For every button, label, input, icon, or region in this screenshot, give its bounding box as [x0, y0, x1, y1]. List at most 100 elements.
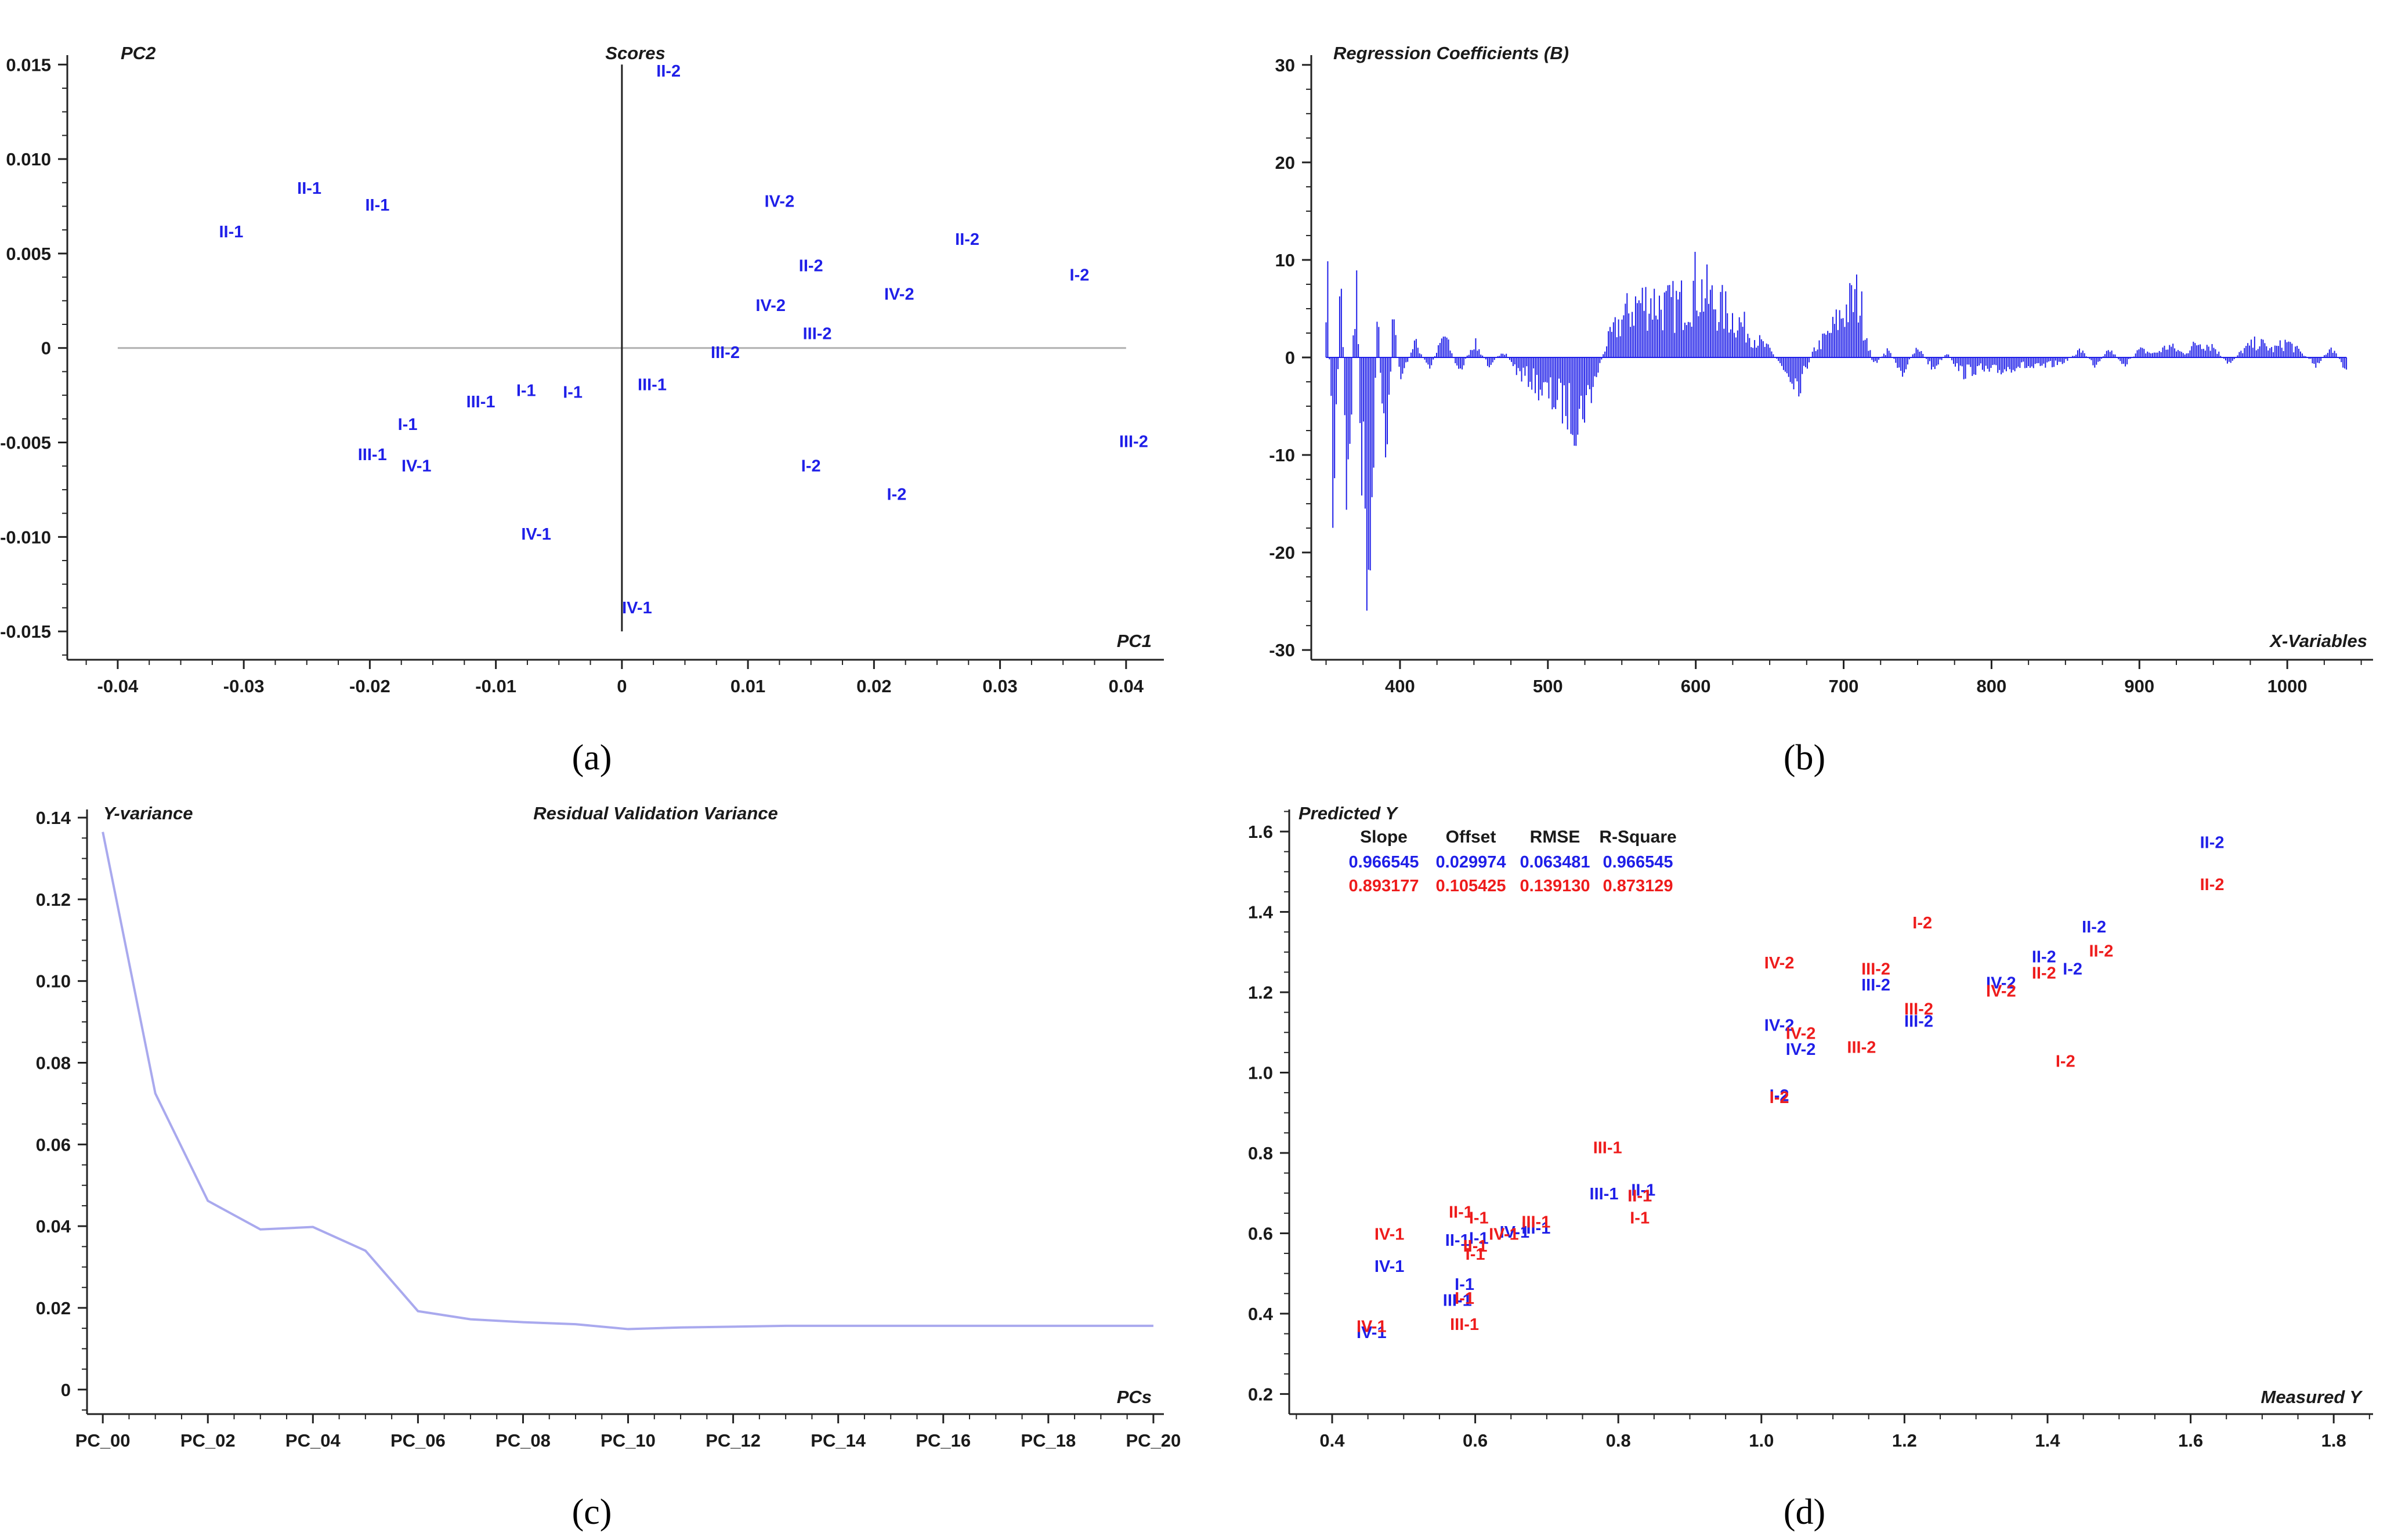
calibration-point-label: III-2 [1861, 976, 1890, 995]
pred-y-tick-label: 0.2 [1248, 1384, 1273, 1404]
score-point-label: II-1 [365, 196, 389, 215]
variance-xlabel: PCs [1117, 1387, 1152, 1407]
coef-y-tick-label: 30 [1275, 55, 1295, 75]
calibration-point-label: II-1 [1445, 1231, 1470, 1250]
variance-y-tick-label: 0.12 [36, 890, 71, 910]
coef-y-tick-label: 10 [1275, 250, 1295, 270]
calibration-point-label: IV-1 [1500, 1223, 1530, 1242]
validation-point-label: IV-1 [1357, 1318, 1387, 1336]
scores-x-tick-label: 0.03 [982, 676, 1017, 696]
calibration-point-label: II-2 [2032, 948, 2056, 967]
calibration-point-label: I-1 [1469, 1229, 1489, 1248]
pred-xlabel: Measured Y [2261, 1387, 2364, 1407]
pred-x-tick-label: 1.6 [2178, 1430, 2203, 1451]
variance-x-tick-label: PC_10 [601, 1430, 656, 1451]
score-point-label: IV-2 [884, 285, 914, 303]
coef-title: Regression Coefficients (B) [1333, 43, 1569, 63]
score-point-label: IV-1 [402, 457, 432, 476]
variance-y-tick-label: 0.10 [36, 971, 71, 992]
pred-y-tick-label: 0.8 [1248, 1143, 1273, 1163]
validation-point-label: I-1 [1469, 1209, 1489, 1228]
pred-x-tick-label: 1.2 [1892, 1430, 1917, 1451]
stats-header: Slope [1360, 827, 1408, 847]
pred-ylabel: Predicted Y [1299, 803, 1399, 823]
score-point-label: II-1 [219, 223, 243, 241]
calibration-point-label: III-1 [1443, 1292, 1472, 1310]
scores-ylabel: PC2 [121, 43, 155, 63]
score-point-label: III-1 [638, 376, 667, 395]
validation-point-label: II-1 [1449, 1203, 1473, 1221]
pred-y-tick-label: 0.4 [1248, 1304, 1274, 1324]
validation-point-label: III-1 [1521, 1213, 1550, 1232]
variance-x-tick-label: PC_14 [811, 1430, 866, 1451]
coef-x-tick-label: 400 [1385, 676, 1415, 696]
variance-x-tick-label: PC_16 [916, 1430, 971, 1451]
validation-point-label: III-2 [1861, 960, 1890, 978]
validation-point-label: I-1 [1455, 1289, 1474, 1308]
score-point-label: IV-1 [622, 599, 652, 617]
score-point-label: III-1 [358, 446, 387, 464]
stats-calibration-value: 0.063481 [1520, 853, 1590, 872]
score-point-label: I-1 [398, 415, 418, 434]
panel-c-residual-variance: PC_00 PC_02 PC_04 PC_06 PC_08 PC_10 PC_12 PC_14… [36, 803, 1181, 1451]
score-point-label: I-2 [801, 457, 821, 476]
stats-validation-value: 0.139130 [1520, 877, 1590, 895]
validation-point-label: IV-2 [1764, 954, 1795, 973]
coef-x-tick-label: 800 [1977, 676, 2007, 696]
stats-header: Offset [1446, 827, 1496, 847]
variance-ylabel: Y-variance [103, 803, 193, 823]
score-point-label: II-2 [799, 256, 823, 275]
calibration-point-label: III-1 [1521, 1219, 1550, 1238]
calibration-point-label: IV-1 [1375, 1257, 1405, 1276]
scores-x-tick-label: -0.01 [475, 676, 516, 696]
stats-calibration-value: 0.966545 [1349, 853, 1419, 872]
validation-point-label: III-1 [1450, 1315, 1479, 1334]
pred-x-tick-label: 0.4 [1319, 1430, 1345, 1451]
validation-point-label: II-1 [1627, 1187, 1652, 1206]
variance-y-tick-label: 0.04 [36, 1216, 71, 1237]
score-point-label: III-1 [466, 393, 495, 411]
calibration-point-label: I-1 [1455, 1275, 1474, 1294]
score-point-label: II-2 [955, 230, 979, 249]
calibration-point-label: I-2 [2063, 960, 2082, 978]
score-point-label: IV-2 [765, 193, 795, 211]
variance-y-tick-label: 0 [61, 1380, 71, 1400]
variance-title: Residual Validation Variance [533, 803, 778, 823]
variance-x-tick-label: PC_08 [495, 1430, 551, 1451]
coef-y-tick-label: -10 [1269, 445, 1295, 465]
calibration-point-label: III-1 [1590, 1185, 1619, 1203]
scores-x-tick-label: -0.02 [349, 676, 390, 696]
variance-x-tick-label: PC_18 [1021, 1430, 1076, 1451]
variance-x-tick-label: PC_20 [1126, 1430, 1181, 1451]
scores-y-tick-label: 0.005 [6, 244, 51, 264]
stats-validation-value: 0.893177 [1349, 877, 1419, 895]
scores-xlabel: PC1 [1117, 631, 1152, 651]
caption-a: (a) [572, 738, 612, 778]
scores-x-tick-label: 0.02 [856, 676, 891, 696]
stats-header: RMSE [1530, 827, 1580, 847]
score-point-label: IV-1 [521, 525, 551, 544]
calibration-point-label: III-2 [1904, 1012, 1933, 1031]
pred-x-tick-label: 1.0 [1749, 1430, 1774, 1451]
variance-y-tick-label: 0.06 [36, 1134, 71, 1155]
stats-calibration-value: 0.966545 [1603, 853, 1673, 872]
validation-point-label: I-1 [1466, 1245, 1485, 1264]
panel-a-scores: -0.04 -0.03 -0.02 -0.01 0 0.01 0.02 0.03 0.040.0… [0, 43, 1164, 696]
stats-header: R-Square [1599, 827, 1676, 847]
validation-point-label: III-2 [1847, 1038, 1876, 1057]
validation-point-label: III-1 [1593, 1139, 1622, 1158]
coef-x-tick-label: 700 [1829, 676, 1859, 696]
pred-y-tick-label: 1.6 [1248, 822, 1273, 842]
scores-y-tick-label: 0.010 [6, 149, 51, 169]
scores-y-tick-label: 0 [41, 338, 51, 359]
validation-point-label: I-2 [2056, 1053, 2075, 1071]
caption-b: (b) [1784, 738, 1825, 778]
validation-point-label: IV-1 [1489, 1225, 1519, 1243]
stats-validation-value: 0.105425 [1436, 877, 1506, 895]
variance-x-tick-label: PC_12 [706, 1430, 761, 1451]
pred-x-tick-label: 1.8 [2321, 1430, 2346, 1451]
coef-y-tick-label: 20 [1275, 153, 1295, 173]
variance-y-tick-label: 0.14 [36, 808, 71, 828]
pred-y-tick-label: 1.0 [1248, 1062, 1273, 1083]
pred-y-tick-label: 0.6 [1248, 1223, 1273, 1243]
